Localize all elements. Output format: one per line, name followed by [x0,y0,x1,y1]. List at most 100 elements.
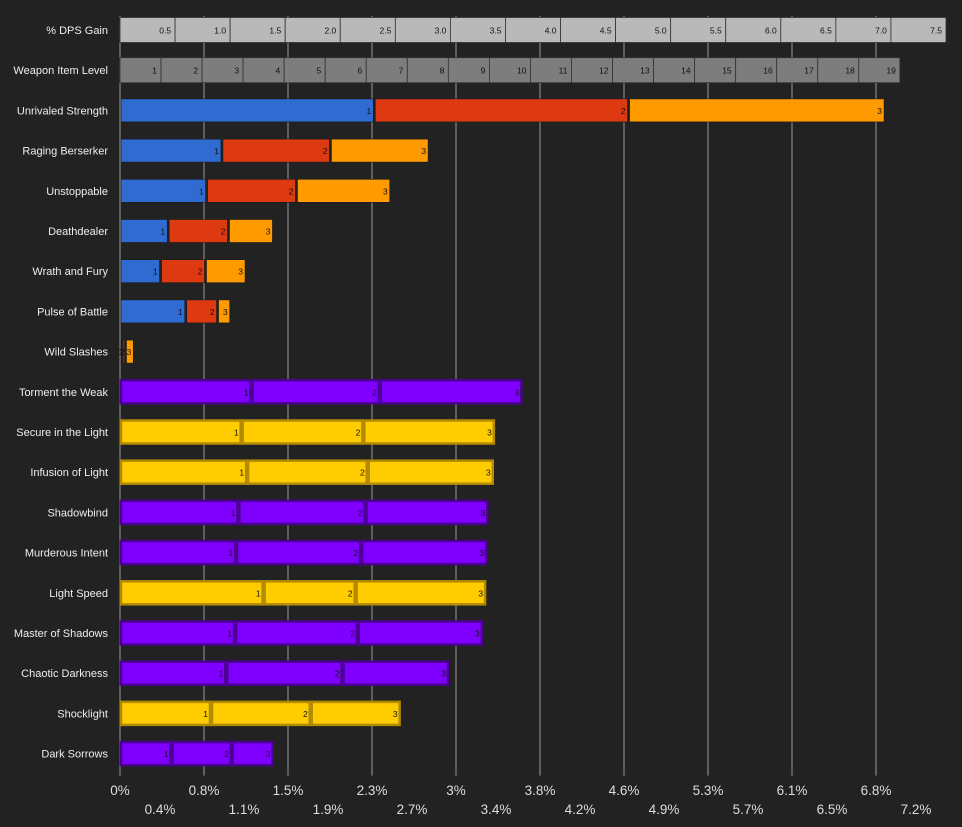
scale-segment [776,57,819,84]
scale-segment [530,57,572,84]
trait-label: Wrath and Fury [32,266,108,278]
rank-1-label: 1 [153,267,158,277]
trait-label: Torment the Weak [19,387,109,399]
rank-3-label: 3 [238,267,243,277]
x-tick-label: 6.8% [861,783,892,798]
row-label: Weapon Item Level [13,65,108,77]
scale-segment [612,57,654,84]
rank-1-bar [119,379,252,405]
x-tick-label: 4.6% [609,783,640,798]
scale-tick-label: 4.0 [545,26,557,36]
trait-label: Chaotic Darkness [21,668,108,680]
rank-3-bar [629,98,885,123]
rank-3-label: 3 [479,548,484,558]
scale-segment [615,17,672,43]
rank-3-label: 3 [266,749,271,759]
scale-segment [339,17,396,43]
scale-tick-label: 17 [804,66,814,76]
rank-1-label: 1 [219,669,224,679]
scale-segment [160,57,203,84]
trait-label: Infusion of Light [30,467,108,479]
trait-label: Light Speed [49,588,108,600]
rank-2-bar [186,299,217,324]
x-tick-label: 4.2% [565,802,596,817]
rank-2-bar [374,98,628,123]
trait-label: Murderous Intent [25,548,108,560]
scale-tick-label: 7.0 [875,26,887,36]
trait-row: Unrivaled Strength 1 2 3 [17,98,885,123]
scale-tick-label: 3.5 [490,26,502,36]
x-tick-label: 0.8% [189,783,220,798]
rank-1-label: 1 [164,749,169,759]
rank-1-bar [120,219,168,243]
x-tick-label: 0.4% [145,802,176,817]
scale-segment [449,17,506,43]
scale-segment [119,57,162,84]
trait-label: Secure in the Light [16,427,108,439]
rank-1-label: 1 [199,186,204,196]
rank-3-bar [310,700,401,727]
rank-1-bar [120,179,206,203]
x-tick-label: 3.4% [481,802,512,817]
rank-2-label: 2 [353,548,358,558]
scale-segment [560,17,616,43]
scale-tick-label: 5 [316,66,321,76]
rank-3-bar [229,219,273,243]
scale-tick-label: 1 [152,66,157,76]
scale-tick-label: 4 [275,66,280,76]
trait-row: Unstoppable 1 2 3 [46,179,391,203]
scale-tick-label: 1.0 [214,26,226,36]
rank-2-label: 2 [335,669,340,679]
trait-row: Wild Slashes 12 3 [44,339,134,364]
rank-2-label: 2 [198,267,203,277]
rank-3-label: 3 [475,629,480,639]
trait-label: Wild Slashes [44,347,108,359]
scale-row: % DPS Gain 0.5 1.0 1.5 2.0 2.5 3.0 3.5 4.0 4.5 5.0… [46,17,947,43]
rank-1-label: 1 [234,428,239,438]
scale-segment [817,57,860,84]
rank-2-label: 2 [221,227,226,237]
trait-label: Master of Shadows [14,628,109,640]
trait-label: Dark Sorrows [41,749,108,761]
rank-1-bar [119,419,242,445]
scale-segment [488,57,531,84]
trait-label: Pulse of Battle [37,306,108,318]
rank-2-label: 2 [303,709,308,719]
rank-1-label: 1 [227,629,232,639]
scale-segment [284,17,341,43]
rank-2-bar [171,740,233,767]
trait-row: Shocklight 1 2 3 [57,700,401,727]
scale-row: Weapon Item Level 1 2 3 4 5 6 7 8 9 10 11 12 13 14 15 16… [13,57,901,84]
rank-2-bar [251,379,381,405]
rank-3-label: 3 [515,387,520,397]
x-tick-label: 5.3% [693,783,724,798]
rank-3-label: 3 [441,669,446,679]
rank-3-label: 3 [223,307,228,317]
rank-1-bar [119,580,264,606]
trait-label: Unrivaled Strength [17,105,108,117]
x-tick-label: 5.7% [733,802,764,817]
trait-row: Pulse of Battle 1 2 3 [37,299,231,324]
scale-segment [835,17,892,43]
scale-tick-label: 13 [640,66,650,76]
rank-3-bar [206,259,246,284]
rank-2-bar [234,620,359,646]
rank-1-bar [119,620,236,646]
trait-row: Torment the Weak 1 2 3 [19,379,523,405]
rank-2-label: 2 [372,387,377,397]
rank-3-label: 3 [486,468,491,478]
scale-segment [780,17,837,43]
scale-segment [283,57,326,84]
rank-1-bar [119,740,172,767]
scale-tick-label: 2.0 [324,26,336,36]
rank-3-bar [379,379,523,405]
rank-3-bar [126,339,134,364]
trait-row: Dark Sorrows 1 2 3 [41,740,274,767]
rank-2-bar [161,259,205,284]
rank-3-label: 3 [383,186,388,196]
rank-3-bar [331,138,429,163]
scale-segment [735,57,778,84]
rank-3-label: 3 [877,106,882,116]
rank-2-label: 2 [224,749,229,759]
